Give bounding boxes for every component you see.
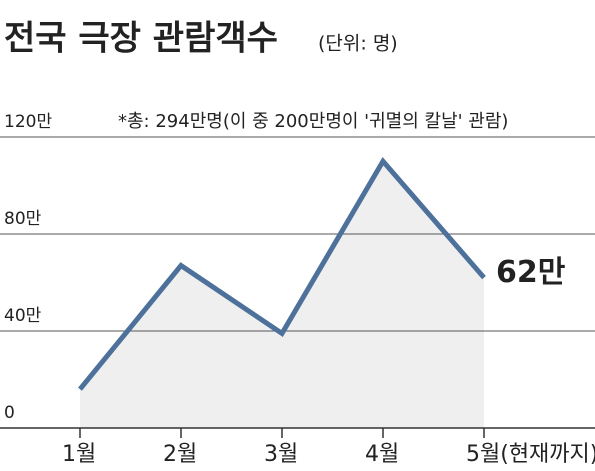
x-tick-label: 4월: [365, 442, 399, 467]
area: [80, 161, 484, 428]
y-tick-label: 40만: [4, 306, 42, 326]
y-tick-label: 80만: [4, 209, 42, 229]
line: [78, 156, 486, 391]
y-tick-label: 120만: [4, 112, 52, 132]
chart-subtitle: (단위: 명): [318, 33, 398, 55]
x-tick-label: 2월: [163, 442, 197, 467]
x-tick-label: 5월(현재까지): [466, 442, 595, 467]
chart-title: 전국 극장 관람객수: [4, 19, 278, 59]
value-label: 62만: [496, 255, 566, 290]
x-tick-label: 3월: [264, 442, 298, 467]
annotation: *총: 294만명(이 중 200만명이 '귀멸의 칼날' 관람): [118, 111, 508, 132]
x-tick-label: 1월: [62, 442, 96, 467]
y-tick-label: 0: [4, 403, 15, 423]
